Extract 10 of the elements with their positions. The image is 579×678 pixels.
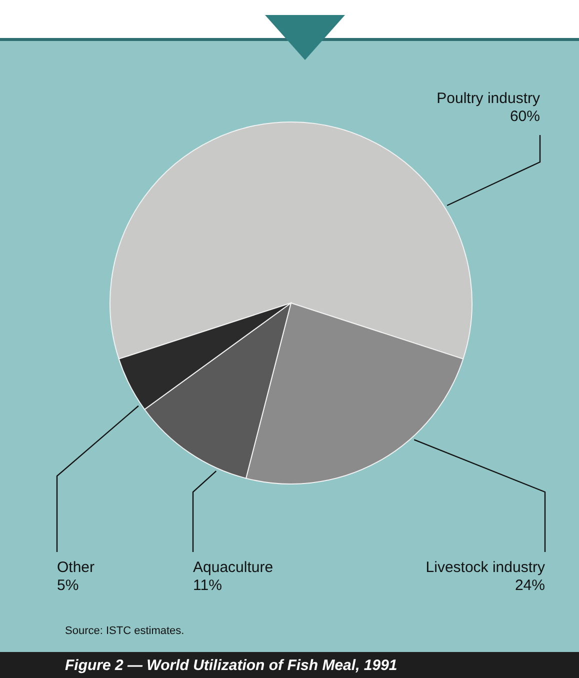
data-label: 5% [57, 577, 79, 594]
slice-label: Poultry industry [436, 90, 540, 107]
slice-label: Livestock industry [426, 559, 546, 576]
data-label: 24% [514, 577, 545, 594]
slice-label: Aquaculture [193, 559, 274, 576]
data-label: 11% [193, 577, 222, 594]
text: Figure 2 — World Utilization of Fish Meal, 1991 [65, 657, 398, 674]
slice-label: Other [57, 559, 95, 576]
data-label: 60% [510, 108, 540, 125]
source-note: Source: ISTC estimates. [65, 625, 184, 637]
